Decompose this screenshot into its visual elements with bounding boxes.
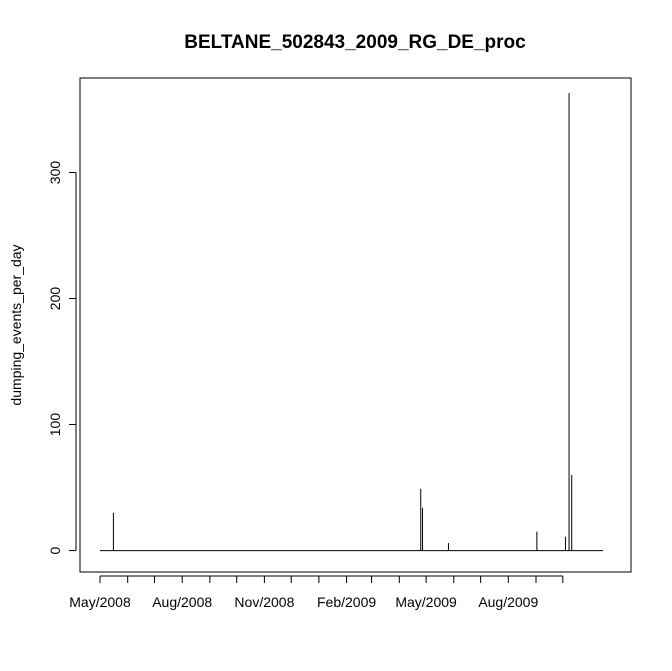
x-tick-label: May/2008: [69, 594, 131, 610]
y-tick-label: 100: [47, 413, 63, 437]
x-tick-label: May/2009: [395, 594, 457, 610]
y-tick-label: 0: [47, 546, 63, 554]
x-tick-label: Aug/2009: [478, 594, 538, 610]
data-series: [100, 93, 603, 552]
x-tick-label: Feb/2009: [317, 594, 376, 610]
y-tick-label: 200: [47, 287, 63, 311]
x-tick-label: Aug/2008: [152, 594, 212, 610]
x-axis: May/2008 Aug/2008 Nov/2008 Feb/2009 May/2009…: [69, 575, 564, 610]
chart-title: BELTANE_502843_2009_RG_DE_proc: [184, 32, 526, 53]
x-tick-label: Nov/2008: [234, 594, 294, 610]
y-axis: 0 100 200 300: [47, 161, 77, 554]
y-axis-label: dumping_events_per_day: [8, 244, 24, 405]
y-tick-label: 300: [47, 161, 63, 185]
plot-frame: [79, 77, 632, 573]
